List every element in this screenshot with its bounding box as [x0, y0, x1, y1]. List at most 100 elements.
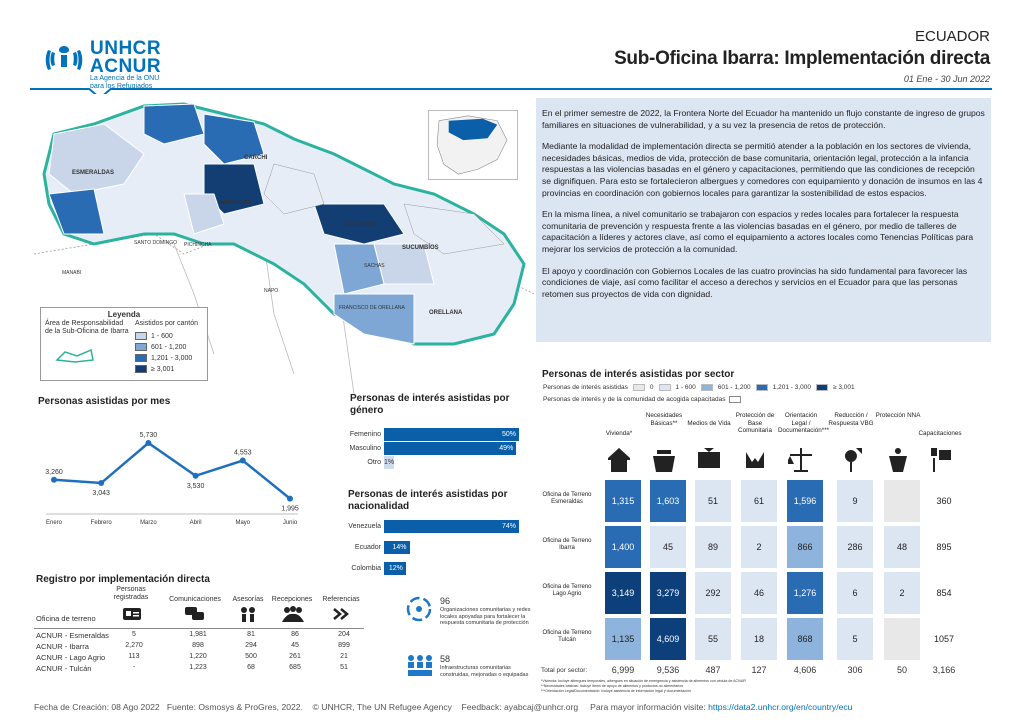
canton-ibarra	[203, 163, 265, 215]
registry-cell: 898	[192, 642, 204, 649]
bar-category-label: Colombia	[351, 565, 381, 572]
sector-legend-swatch	[700, 384, 713, 391]
country-label: ECUADOR	[914, 28, 990, 45]
sector-col-header: Orientación Legal / Documentación***	[778, 412, 830, 434]
data-label: 1,995	[281, 506, 299, 513]
sector-cell: 2	[741, 526, 777, 568]
registry-office-header: Oficina de terreno	[36, 614, 96, 623]
sector-row-header: Oficina de Terreno Tulcán	[542, 630, 592, 643]
scale-icon	[788, 448, 812, 472]
legend-swatch	[135, 332, 147, 340]
svg-text:FRANCISCO DE ORELLANA: FRANCISCO DE ORELLANA	[339, 305, 406, 311]
stat-text: Organizaciones comunitarias y redes loca…	[440, 607, 531, 626]
registry-cell: 261	[289, 653, 301, 660]
legend-item: 1,201 - 3,000	[135, 354, 192, 362]
nationality-bar-chart: Venezuela 74% Ecuador 14% Colombia 12%	[344, 520, 529, 580]
registry-cell: 1,981	[189, 631, 207, 638]
sector-col-header: Reducción / Respuesta VBG	[828, 412, 874, 427]
sector-cell: 866	[787, 526, 823, 568]
intro-paragraph: Mediante la modalidad de implementación …	[542, 141, 983, 198]
registry-cell: 500	[245, 653, 257, 660]
sector-row-header: Oficina de Terreno Esmeraldas	[542, 492, 592, 505]
data-point	[145, 440, 152, 446]
legend-item: 601 - 1,200	[135, 343, 186, 351]
registry-cell: 45	[291, 642, 299, 649]
inset-map	[428, 110, 518, 180]
canton-otavalo	[183, 193, 225, 235]
svg-text:SUCUMBÍOS: SUCUMBÍOS	[402, 243, 439, 251]
hands-icon	[746, 452, 764, 468]
legend-label: 1 - 600	[151, 332, 173, 340]
unhcr-emblem-icon	[45, 46, 83, 70]
registry-col-header: Personas registradas	[113, 586, 149, 601]
sector-cell: 45	[650, 526, 686, 568]
registry-cell: 81	[247, 631, 255, 638]
sector-legend-swatch	[658, 384, 671, 391]
svg-text:SACHAS: SACHAS	[364, 263, 385, 269]
gender-icon	[844, 448, 862, 472]
x-tick-label: Febrero	[91, 520, 113, 526]
legend-title: Leyenda	[107, 310, 141, 319]
registry-cell: 68	[247, 664, 255, 671]
intro-panel: En el primer semestre de 2022, la Fronte…	[536, 98, 991, 342]
x-tick-label: Marzo	[140, 520, 157, 526]
svg-text:ESMERALDAS: ESMERALDAS	[72, 170, 114, 176]
registry-cell: 1,223	[189, 664, 207, 671]
intro-paragraph: En la misma línea, a nivel comunitario s…	[542, 209, 974, 254]
sector-legend: Personas de interés asistidas 0 1 - 600 …	[543, 384, 855, 391]
bar-category-label: Venezuela	[348, 523, 381, 530]
sector-cell: 61	[741, 480, 777, 522]
sector-total: 6,999	[611, 665, 635, 675]
intro-paragraph: El apoyo y coordinación con Gobiernos Lo…	[542, 265, 968, 299]
registry-office: ACNUR - Lago Agrio	[36, 653, 106, 662]
gender-bar-chart: Femenino 50% Masculino 49% Otro 1%	[344, 428, 529, 484]
sector-cell: 3,279	[650, 572, 686, 614]
sector-cell: 1,596	[787, 480, 823, 522]
sector-col-header: Capacitaciones	[918, 430, 962, 437]
sector-cell: 1,603	[650, 480, 686, 522]
legend-item: ≥ 3,001	[135, 365, 174, 373]
bar-row: Ecuador 14%	[344, 541, 410, 554]
sector-title: Personas de interés asistidas por sector	[542, 369, 735, 380]
legend-area-swatch	[55, 348, 94, 363]
registry-office: ACNUR - Esmeraldas	[36, 631, 109, 640]
header-divider	[30, 88, 992, 90]
sector-row-header: Oficina de Terreno Ibarra	[542, 538, 592, 551]
sector-cell: 18	[741, 618, 777, 660]
logo-unhcr-text: UNHCR	[90, 38, 162, 59]
sector-col-header: Necesidades Básicas**	[645, 412, 683, 427]
sector-col-header: Protección de Base Comunitaria	[735, 412, 775, 434]
community-network-icon	[406, 596, 432, 622]
registry-title: Registro por implementación directa	[36, 574, 210, 585]
sector-col-header: Vivienda*	[605, 430, 633, 437]
sector-cell: 1,400	[605, 526, 641, 568]
x-tick-label: Mayo	[235, 520, 250, 526]
svg-text:PICHINCHA: PICHINCHA	[184, 242, 212, 248]
bar-category-label: Masculino	[349, 445, 381, 452]
bar: 14%	[384, 541, 410, 554]
legend-sub-label: Asistidos por cantón	[135, 320, 199, 327]
map-legend: Leyenda Área de Responsabilidad de la Su…	[40, 307, 208, 381]
sector-cell: 5	[837, 618, 873, 660]
bar-row: Otro 1%	[344, 456, 394, 469]
sector-cell: 895	[926, 526, 962, 568]
sector-legend2-label: Personas de interés y de la comunidad de…	[543, 396, 726, 403]
group-icon	[282, 606, 304, 622]
sector-cell: 3,149	[605, 572, 641, 614]
data-label: 3,260	[45, 469, 63, 476]
sector-cell: 286	[837, 526, 873, 568]
footer-link[interactable]: https://data2.unhcr.org/en/country/ecu	[708, 702, 853, 712]
sector-legend-2: Personas de interés y de la comunidad de…	[543, 396, 742, 403]
sector-legend2-swatch	[729, 396, 742, 403]
legend-label: 601 - 1,200	[151, 343, 187, 351]
sector-note: **Necesidades básicas: Incluye ítems de …	[541, 684, 684, 688]
series-line	[53, 441, 291, 500]
sector-cell: 292	[695, 572, 731, 614]
speech-bubbles-icon	[185, 607, 204, 620]
data-label: 4,553	[234, 450, 252, 457]
registry-cell: 204	[338, 631, 350, 638]
sector-cell: 1,315	[605, 480, 641, 522]
footer-feedback[interactable]: Feedback: ayabcaj@unhcr.org	[461, 702, 579, 712]
sector-col-header: Medios de Vida	[687, 420, 731, 427]
data-point	[192, 472, 199, 479]
